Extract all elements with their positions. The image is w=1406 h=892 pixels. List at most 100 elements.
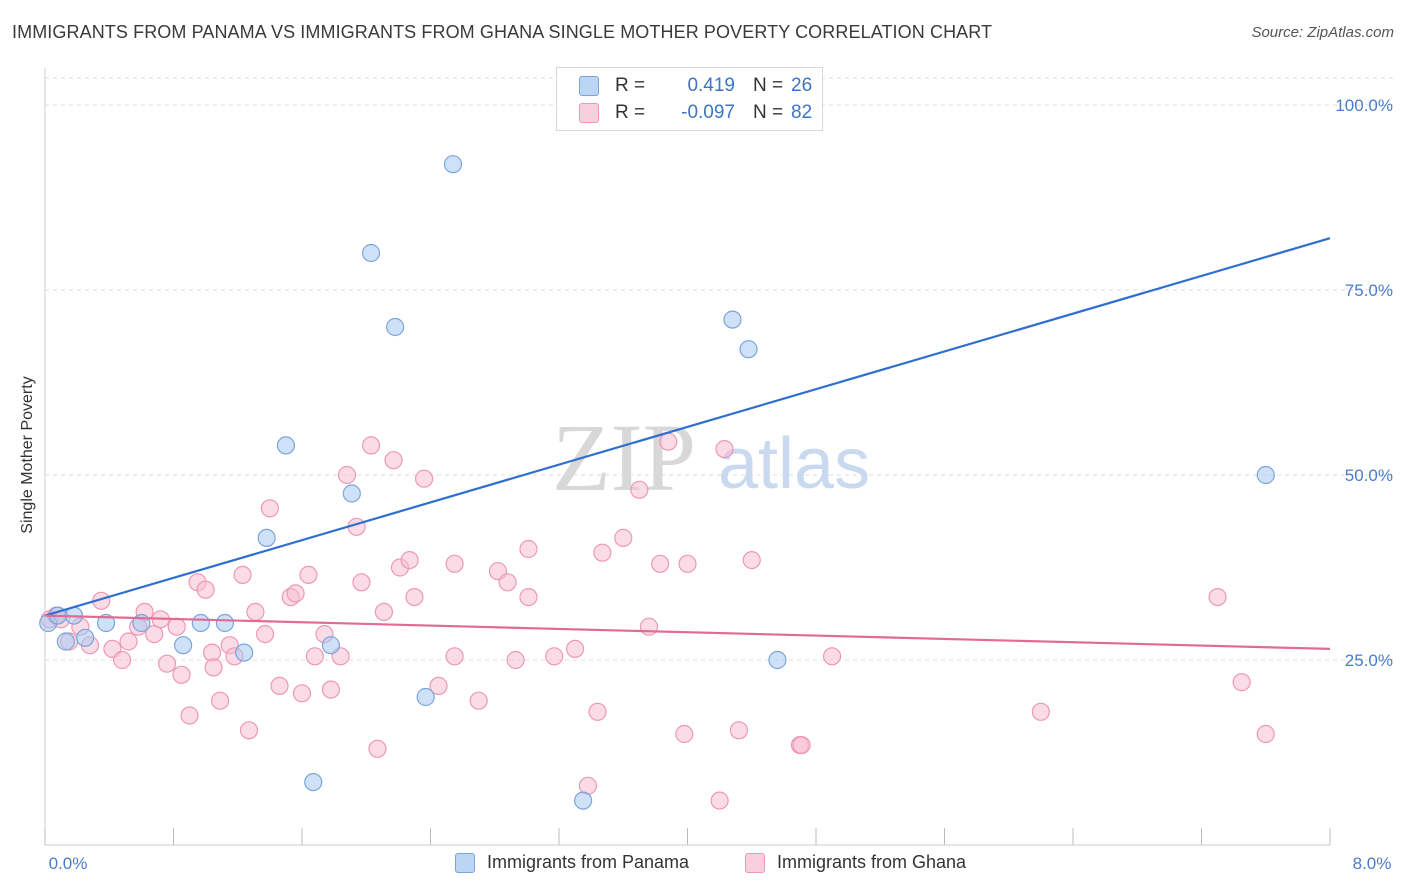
panama-point: [1256, 465, 1275, 485]
ghana-point: [445, 647, 464, 666]
y-tick-label: 25.0%: [1345, 651, 1393, 670]
tick-labels: 25.0% 50.0% 75.0% 100.0% 0.0% 8.0%: [49, 96, 1393, 873]
ghana-point: [233, 565, 252, 585]
ghana-point: [1256, 724, 1275, 744]
ghana-point: [545, 647, 564, 666]
ghana-point: [429, 676, 448, 696]
legend-r-label: R =: [615, 75, 646, 96]
panama-point: [96, 613, 116, 633]
ghana-point: [384, 451, 403, 470]
ghana-point: [675, 724, 694, 744]
ghana-point: [519, 539, 538, 559]
ghana-point: [374, 602, 394, 622]
ghana-point: [630, 480, 649, 499]
chart-title: IMMIGRANTS FROM PANAMA VS IMMIGRANTS FRO…: [12, 22, 993, 42]
bottom-legend-label-panama: Immigrants from Panama: [487, 852, 690, 872]
ghana-point: [260, 499, 279, 518]
ghana-point: [506, 650, 525, 670]
panama-point: [235, 643, 254, 662]
ghana-point: [588, 702, 607, 721]
ghana-point: [180, 706, 199, 725]
legend-r-value: -0.097: [681, 102, 735, 123]
panama-point: [76, 628, 95, 647]
ghana-point: [172, 665, 191, 684]
ghana-point: [593, 543, 612, 562]
panama-point: [723, 310, 742, 329]
watermark: ZIP atlas: [552, 404, 870, 511]
ghana-point: [204, 658, 223, 677]
legend-n-label: N =: [753, 102, 784, 123]
legend-row-panama: R = 0.419 N = 26: [579, 73, 812, 99]
ghana-point: [400, 550, 419, 570]
legend-swatch-panama: [579, 76, 599, 96]
panama-point: [276, 436, 296, 455]
y-tick-label: 75.0%: [1345, 281, 1393, 300]
panama-point: [304, 772, 323, 792]
panama-point: [56, 632, 75, 651]
panama-point: [573, 791, 593, 810]
ghana-point: [678, 554, 697, 573]
ghana-point: [112, 650, 132, 670]
ghana-point: [1031, 702, 1050, 721]
panama-point: [191, 613, 210, 633]
ghana-point: [710, 791, 729, 810]
source-label: Source: ZipAtlas.com: [1251, 24, 1394, 41]
ghana-point: [292, 684, 312, 703]
panama-point: [257, 528, 276, 548]
ghana-point: [639, 617, 659, 636]
legend-row-ghana: R = -0.097 N = 82: [579, 100, 812, 126]
panama-point: [768, 650, 787, 670]
ghana-point: [498, 573, 517, 592]
ghana-point: [321, 680, 341, 699]
ghana-point: [210, 691, 230, 710]
ghana-point: [792, 735, 811, 755]
legend-n-value: 82: [791, 102, 813, 123]
ghana-point: [1208, 587, 1227, 607]
watermark-atlas: atlas: [718, 424, 870, 504]
ghana-point: [337, 465, 357, 485]
panama-point: [416, 687, 435, 707]
bottom-legend-label-ghana: Immigrants from Ghana: [777, 852, 967, 872]
ghana-point: [361, 436, 381, 455]
ghana-point: [246, 602, 265, 622]
panama-trend-line: [44, 237, 1331, 617]
ghana-point: [286, 584, 305, 603]
ghana-point: [565, 639, 585, 659]
ghana-point: [659, 432, 678, 451]
y-tick-label: 50.0%: [1345, 466, 1393, 485]
ghana-trend-line: [44, 614, 1331, 650]
ghana-point: [445, 554, 464, 573]
bottom-legend-panama: Immigrants from Panama: [455, 852, 689, 873]
x-tick-label-right: 8.0%: [1353, 854, 1392, 873]
legend-r-label: R =: [615, 102, 646, 123]
panama-point: [342, 484, 361, 503]
panama-point: [215, 613, 234, 633]
ghana-point: [822, 647, 842, 666]
panama-point: [361, 243, 381, 263]
ghana-point: [614, 528, 633, 548]
axes: [44, 68, 1331, 846]
y-tick-label: 100.0%: [1335, 96, 1393, 115]
panama-point: [443, 155, 463, 174]
ghana-point: [469, 691, 488, 710]
ghana-point: [405, 587, 424, 607]
bottom-legend-swatch-panama: [455, 852, 475, 873]
legend-swatch-ghana: [579, 103, 599, 123]
ghana-point: [119, 632, 138, 651]
ghana-point: [270, 676, 289, 696]
ghana-point: [305, 647, 324, 666]
bottom-legend-ghana: Immigrants from Ghana: [745, 852, 966, 873]
x-tick-label-left: 0.0%: [49, 854, 88, 873]
panama-point: [174, 636, 193, 655]
ghana-point: [196, 580, 215, 599]
ghana-point: [414, 469, 434, 488]
panama-point: [386, 317, 405, 337]
ghana-point: [167, 617, 186, 636]
legend-n-value: 26: [791, 75, 813, 96]
correlation-legend: R = 0.419 N = 26 R = -0.097 N = 82: [556, 67, 823, 131]
legend-n-label: N =: [753, 75, 784, 96]
ghana-point: [715, 440, 734, 459]
ghana-point: [157, 654, 177, 673]
ghana-point: [239, 721, 259, 740]
